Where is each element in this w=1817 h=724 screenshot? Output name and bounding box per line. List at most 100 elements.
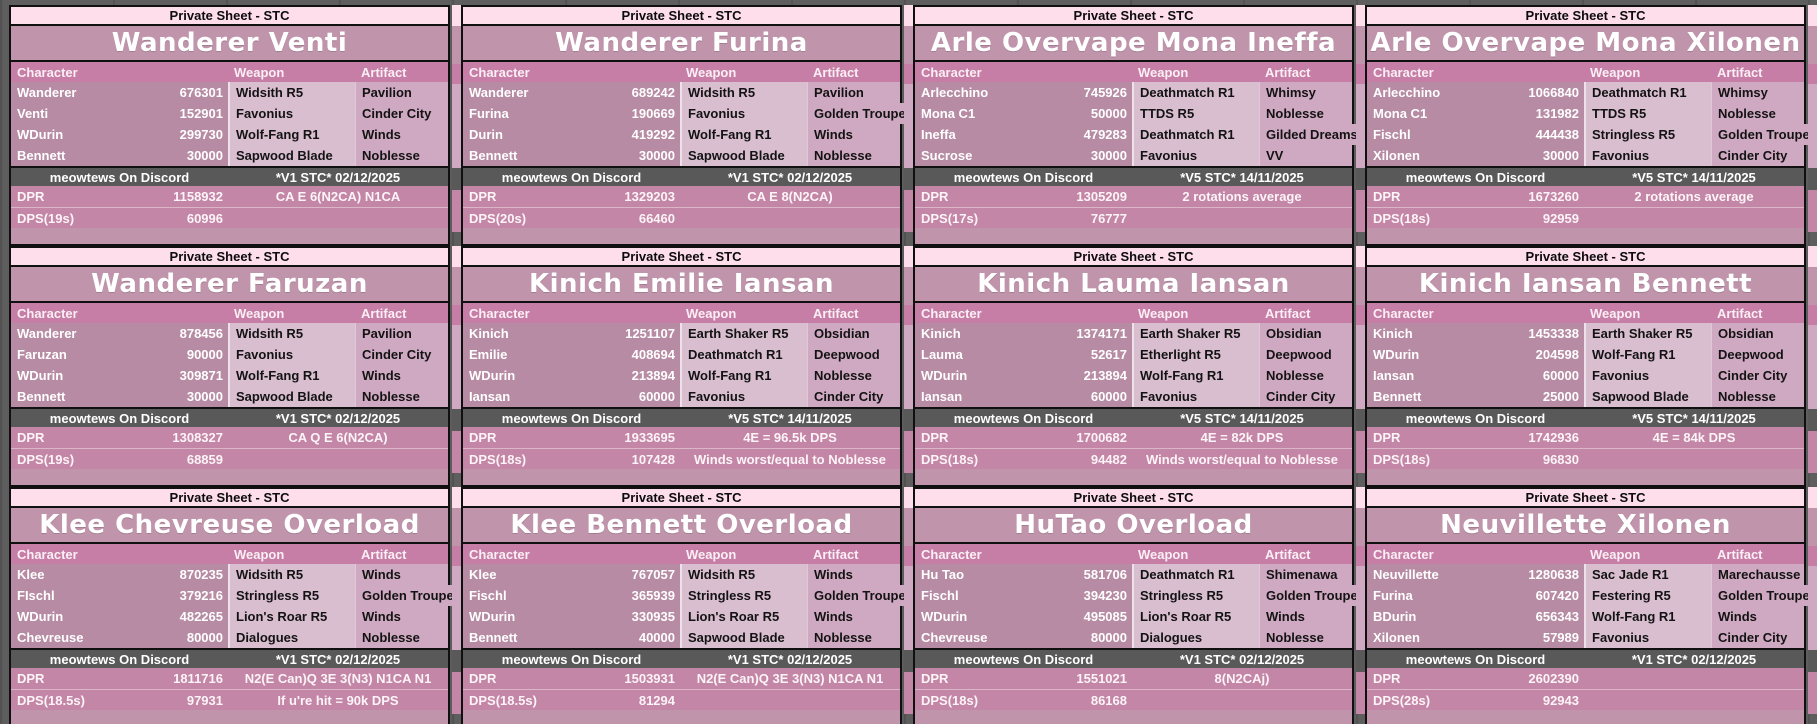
dps-note: Winds worst/equal to Noblesse: [693, 451, 887, 467]
team-card: Private Sheet - STC Kinich Lauma Iansan …: [913, 246, 1354, 487]
character-name-cell: Durin: [463, 124, 618, 145]
table-row: Iansan 60000 Favonius Cinder City: [463, 386, 900, 407]
private-sheet-label: Private Sheet - STC: [1525, 8, 1646, 23]
table-row: Furina 607420 Festering R5 Golden Troupe: [1367, 585, 1810, 606]
table-row: Bennett 40000 Sapwood Blade Noblesse: [463, 627, 900, 648]
dps-label: DPS(18s): [469, 451, 527, 467]
credit-text: meowtews On Discord: [1405, 169, 1546, 185]
dps-value: 86168: [1090, 692, 1127, 708]
weapon-cell: Favonius: [228, 103, 355, 124]
dpr-value: 1700682: [1076, 430, 1127, 445]
dps-row: DPS(20s) 66460: [463, 207, 900, 228]
column-header-artifact: Artifact: [1717, 546, 1763, 562]
team-title-bar: Neuvillette Xilonen: [1367, 508, 1804, 544]
dpr-row: DPR 1811716 N2(E Can)Q 3E 3(N3) N1CA N1: [11, 668, 448, 689]
version-text: *V1 STC* 02/12/2025: [1179, 651, 1305, 667]
version-text: *V5 STC* 14/11/2025: [728, 410, 852, 426]
character-name-cell: Chevreuse: [915, 627, 1070, 648]
artifact-cell: VV: [1259, 145, 1352, 166]
version-text: *V1 STC* 02/12/2025: [1631, 651, 1757, 667]
dpr-label: DPR: [1373, 189, 1401, 204]
table-row: Chevreuse 80000 Dialogues Noblesse: [11, 627, 448, 648]
artifact-cell: Marechausse: [1711, 564, 1804, 585]
dpr-label: DPR: [17, 430, 45, 445]
character-name-cell: Kinich: [915, 323, 1070, 344]
column-header-artifact: Artifact: [813, 305, 859, 321]
table-row: FIschl 379216 Stringless R5 Golden Troup…: [11, 585, 454, 606]
team-card: Private Sheet - STC HuTao Overload Chara…: [913, 487, 1358, 724]
character-name-cell: WDurin: [11, 606, 166, 627]
table-row: Chevreuse 80000 Dialogues Noblesse: [915, 627, 1352, 648]
table-row: Faruzan 90000 Favonius Cinder City: [11, 344, 448, 365]
team-title: Klee Bennett Overload: [510, 510, 853, 540]
team-card: Private Sheet - STC Arle Overvape Mona I…: [913, 5, 1358, 246]
column-header-weapon: Weapon: [1590, 305, 1641, 321]
credit-bar: meowtews On Discord *V5 STC* 14/11/2025: [915, 407, 1352, 427]
artifact-cell: Cinder City: [355, 103, 448, 124]
character-value-cell: 213894: [1070, 365, 1132, 386]
dpr-note: CA E 6(N2CA) N1CA: [275, 189, 401, 204]
dps-label: DPS(18.5s): [469, 692, 537, 708]
dps-value: 94482: [1090, 451, 1127, 467]
character-name-cell: Sucrose: [915, 145, 1070, 166]
artifact-cell: Noblesse: [355, 386, 448, 407]
character-name-cell: Faruzan: [11, 344, 166, 365]
column-header-weapon: Weapon: [234, 64, 285, 80]
artifact-cell: Noblesse: [1259, 103, 1352, 124]
dps-label: DPS(18s): [921, 692, 979, 708]
table-row: Bennett 30000 Sapwood Blade Noblesse: [463, 145, 900, 166]
weapon-cell: Deathmatch R1: [1584, 82, 1711, 103]
private-sheet-label: Private Sheet - STC: [1525, 249, 1646, 264]
table-row: Wanderer 878456 Widsith R5 Pavilion: [11, 323, 448, 344]
dps-row: DPS(18s) 107428 Winds worst/equal to Nob…: [463, 448, 900, 469]
dps-label: DPS(28s): [1373, 692, 1431, 708]
team-card: Private Sheet - STC Arle Overvape Mona X…: [1365, 5, 1810, 246]
artifact-cell: Deepwood: [807, 344, 900, 365]
team-title: Kinich Lauma Iansan: [977, 269, 1290, 299]
table-header-row: Character Weapon Artifact: [11, 303, 448, 323]
private-sheet-bar: Private Sheet - STC: [1367, 489, 1804, 508]
team-card-wrap: Private Sheet - STC Wanderer Venti Chara…: [9, 5, 461, 246]
column-header-weapon: Weapon: [686, 305, 737, 321]
team-card-wrap: Private Sheet - STC Wanderer Faruzan Cha…: [9, 246, 461, 487]
column-header-character: Character: [469, 64, 530, 80]
character-value-cell: 1251107: [618, 323, 680, 344]
character-value-cell: 60000: [1070, 386, 1132, 407]
column-header-character: Character: [17, 305, 78, 321]
artifact-cell: Whimsy: [1711, 82, 1804, 103]
artifact-cell: Golden Troupe: [807, 585, 906, 606]
credit-text: meowtews On Discord: [953, 651, 1094, 667]
weapon-cell: Lion's Roar R5: [680, 606, 807, 627]
dpr-row: DPR 1503931 N2(E Can)Q 3E 3(N3) N1CA N1: [463, 668, 900, 689]
team-title: Klee Chevreuse Overload: [39, 510, 420, 540]
table-row: Bennett 30000 Sapwood Blade Noblesse: [11, 386, 448, 407]
table-row: Wanderer 676301 Widsith R5 Pavilion: [11, 82, 448, 103]
column-header-weapon: Weapon: [686, 64, 737, 80]
dpr-value: 1551021: [1076, 671, 1127, 686]
dps-label: DPS(20s): [469, 210, 527, 226]
dpr-value: 1811716: [173, 671, 223, 686]
table-row: Arlecchino 1066840 Deathmatch R1 Whimsy: [1367, 82, 1804, 103]
private-sheet-bar: Private Sheet - STC: [915, 7, 1352, 26]
artifact-cell: Whimsy: [1259, 82, 1352, 103]
weapon-cell: Widsith R5: [228, 323, 355, 344]
credit-bar: meowtews On Discord *V1 STC* 02/12/2025: [11, 648, 448, 668]
row-color-sliver: [904, 5, 913, 246]
version-text: *V1 STC* 02/12/2025: [727, 651, 853, 667]
column-header-artifact: Artifact: [1717, 305, 1763, 321]
credit-bar: meowtews On Discord *V1 STC* 02/12/2025: [11, 166, 448, 186]
team-card-wrap: Private Sheet - STC Arle Overvape Mona X…: [1365, 5, 1817, 246]
character-value-cell: 365939: [618, 585, 680, 606]
credit-text: meowtews On Discord: [501, 651, 642, 667]
character-name-cell: Bennett: [463, 145, 618, 166]
version-text: *V5 STC* 14/11/2025: [1632, 169, 1756, 185]
column-header-weapon: Weapon: [234, 305, 285, 321]
artifact-cell: Winds: [807, 564, 900, 585]
dpr-row: DPR 1673260 2 rotations average: [1367, 186, 1804, 207]
row-color-sliver: [452, 487, 461, 724]
weapon-cell: Earth Shaker R5: [1584, 323, 1711, 344]
team-card: Private Sheet - STC Wanderer Furina Char…: [461, 5, 906, 246]
character-name-cell: WDurin: [11, 124, 166, 145]
dpr-label: DPR: [17, 671, 45, 686]
character-value-cell: 676301: [166, 82, 228, 103]
